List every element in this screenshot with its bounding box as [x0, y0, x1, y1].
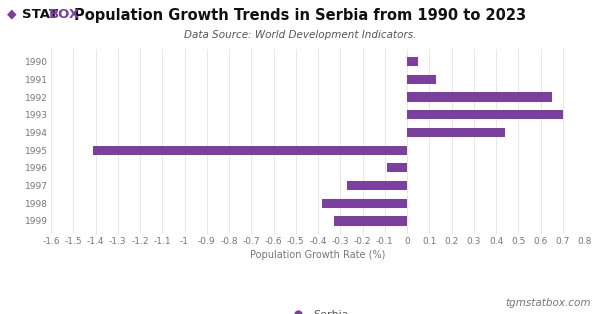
Bar — [407, 57, 418, 66]
Bar — [407, 110, 563, 119]
Bar — [407, 92, 551, 102]
Bar — [334, 216, 407, 225]
Bar — [322, 199, 407, 208]
Text: Population Growth Trends in Serbia from 1990 to 2023: Population Growth Trends in Serbia from … — [74, 8, 526, 23]
Bar — [93, 146, 407, 155]
Text: BOX: BOX — [49, 8, 80, 21]
Bar — [407, 75, 436, 84]
Text: ◆: ◆ — [7, 8, 17, 21]
Legend: Serbia: Serbia — [283, 306, 353, 314]
X-axis label: Population Growth Rate (%): Population Growth Rate (%) — [250, 250, 386, 260]
Bar — [387, 163, 407, 172]
Text: STAT: STAT — [22, 8, 58, 21]
Bar — [407, 128, 505, 137]
Text: Data Source: World Development Indicators.: Data Source: World Development Indicator… — [184, 30, 416, 40]
Bar — [347, 181, 407, 190]
Text: tgmstatbox.com: tgmstatbox.com — [505, 298, 591, 308]
